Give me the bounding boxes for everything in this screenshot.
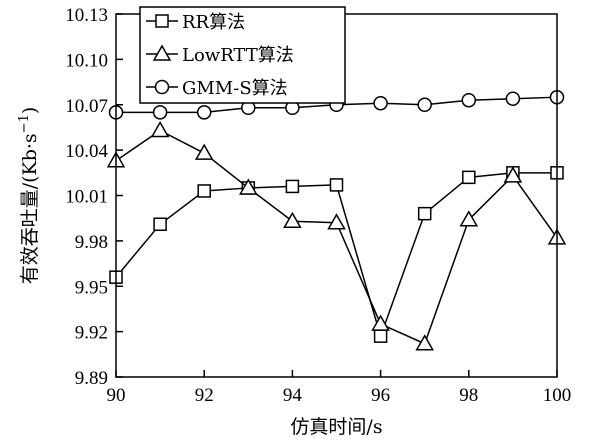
y-tick-label: 9.92 <box>75 323 108 344</box>
legend-label: LowRTT算法 <box>182 45 294 66</box>
data-point <box>196 105 212 120</box>
y-axis-title: 有效吞吐量/(Kb·s−1) <box>17 107 41 285</box>
legend-marker <box>152 44 172 61</box>
y-tick-label: 9.89 <box>75 368 108 389</box>
data-point <box>283 211 302 228</box>
series-line <box>115 129 558 345</box>
x-tick-label: 90 <box>107 385 126 406</box>
data-point <box>415 334 434 351</box>
x-tick-label: 94 <box>283 385 303 406</box>
y-tick-label: 10.01 <box>65 187 108 208</box>
data-point <box>417 97 432 112</box>
y-axis-title-superscript: −1 <box>17 114 32 133</box>
legend: RR算法 LowRTT算法 GMM-S算法 <box>139 6 346 104</box>
data-point <box>503 166 523 183</box>
y-tick-label: 9.98 <box>75 232 108 253</box>
data-point <box>153 217 167 231</box>
data-point <box>327 213 346 230</box>
legend-label: RR算法 <box>182 12 245 33</box>
data-point <box>371 314 390 331</box>
legend-label: GMM-S算法 <box>182 78 288 99</box>
legend-marker <box>155 14 169 28</box>
x-tick-label: 100 <box>543 385 572 406</box>
y-tick-label: 10.10 <box>65 50 108 71</box>
y-axis-title-close: ) <box>19 107 41 114</box>
data-point <box>197 184 211 198</box>
data-point <box>194 143 214 160</box>
y-axis-title-main: 有效吞吐量/(Kb·s <box>19 133 41 284</box>
y-tick-label: 10.07 <box>65 96 108 117</box>
x-axis-title: 仿真时间/s <box>290 416 382 438</box>
axis-ticks: 9.89 9.92 9.95 9.98 10.01 10.04 10.07 10.10 10.1… <box>65 5 571 406</box>
data-point <box>373 329 388 343</box>
data-point <box>461 92 477 108</box>
data-point <box>152 105 168 120</box>
y-tick-label: 10.13 <box>65 5 108 26</box>
data-point <box>462 170 476 185</box>
y-tick-label: 9.95 <box>75 277 108 298</box>
data-point <box>459 210 479 227</box>
data-point <box>373 95 388 111</box>
x-tick-label: 92 <box>195 385 214 406</box>
data-point <box>150 120 170 138</box>
x-tick-label: 96 <box>371 385 390 406</box>
data-point <box>505 91 521 106</box>
data-point <box>285 179 300 194</box>
x-tick-label: 98 <box>459 385 478 406</box>
y-tick-label: 10.04 <box>65 141 108 162</box>
legend-marker <box>154 79 170 95</box>
data-point <box>329 178 344 192</box>
series-layer <box>106 89 567 351</box>
data-point <box>239 178 258 195</box>
series-triangle <box>106 120 567 351</box>
data-point <box>417 206 432 221</box>
